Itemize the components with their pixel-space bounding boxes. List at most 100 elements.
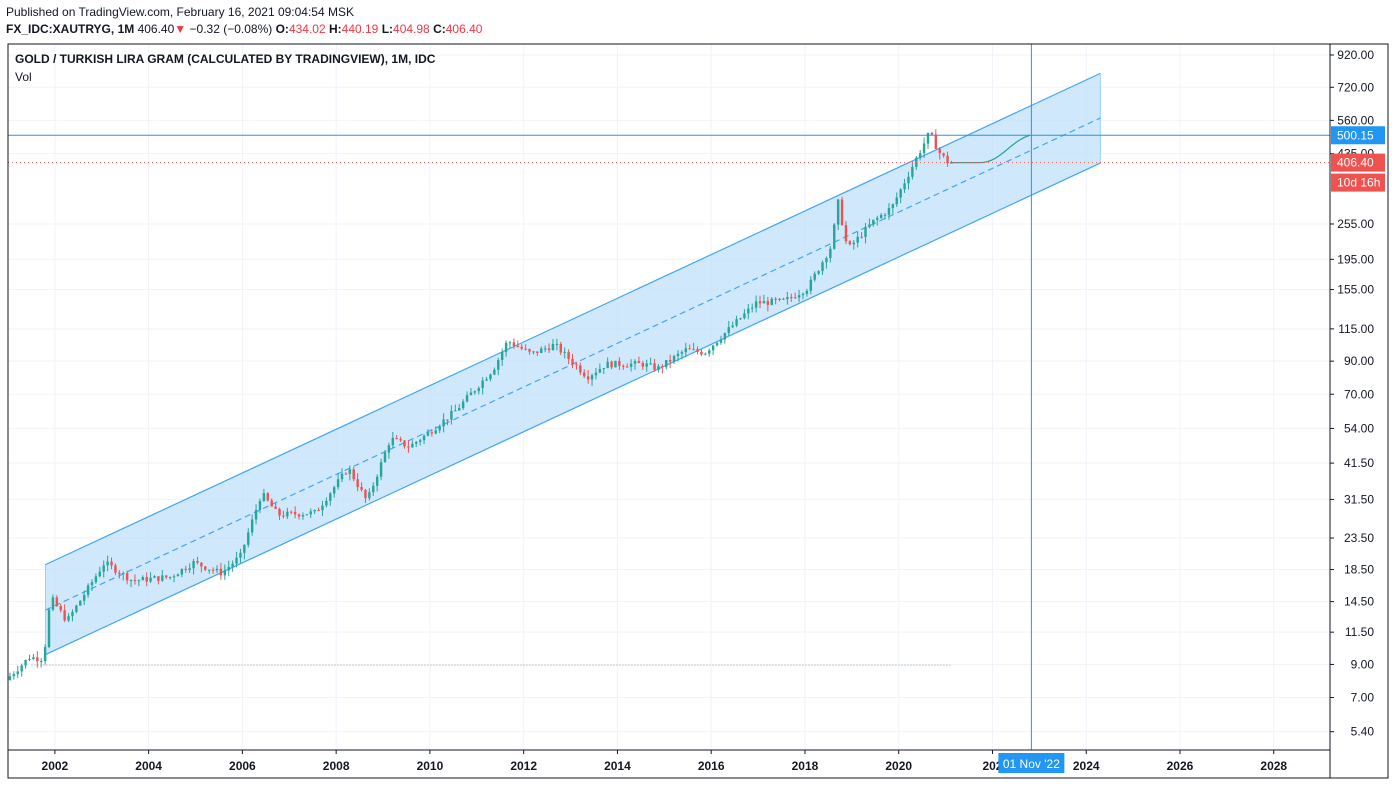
candle-down xyxy=(282,515,285,517)
candle-up xyxy=(864,227,867,237)
x-tick-label: 2016 xyxy=(698,759,725,773)
candle-down xyxy=(860,236,863,238)
candle-down xyxy=(59,605,62,611)
candle-down xyxy=(622,365,625,367)
candle-up xyxy=(899,189,902,198)
candle-up xyxy=(485,379,488,381)
candle-up xyxy=(711,345,715,351)
candle-up xyxy=(161,575,164,581)
y-tick-label: 255.00 xyxy=(1337,217,1374,231)
candle-down xyxy=(110,561,113,566)
candle-up xyxy=(672,356,676,362)
candle-up xyxy=(149,577,152,582)
chart-frame xyxy=(7,43,1389,779)
candle-down xyxy=(63,610,66,621)
candle-up xyxy=(207,569,211,571)
y-tick-label: 31.50 xyxy=(1344,492,1374,506)
candle-up xyxy=(469,392,473,396)
candle-up xyxy=(129,580,133,582)
candle-up xyxy=(387,445,391,453)
y-tick-label: 5.40 xyxy=(1351,725,1375,739)
candle-up xyxy=(28,659,31,661)
candle-up xyxy=(723,333,727,340)
candle-down xyxy=(661,366,664,368)
candle-up xyxy=(442,419,445,427)
candle-up xyxy=(649,363,652,365)
candle-up xyxy=(821,262,824,272)
candle-up xyxy=(372,485,375,493)
candle-up xyxy=(180,568,184,575)
y-tick-label: 54.00 xyxy=(1344,421,1374,435)
candle-up xyxy=(594,372,598,376)
x-tick-label: 2014 xyxy=(604,759,631,773)
x-tick-label: 2004 xyxy=(135,759,162,773)
candle-down xyxy=(840,199,844,226)
candle-down xyxy=(571,358,574,365)
candle-up xyxy=(336,479,340,488)
candle-up xyxy=(258,500,262,510)
candle-down xyxy=(270,500,273,507)
volume-label[interactable]: Vol xyxy=(15,70,32,84)
candle-up xyxy=(602,368,605,370)
x-tick-label: 2006 xyxy=(229,759,256,773)
candle-down xyxy=(934,134,938,149)
high-label: H: xyxy=(328,22,342,36)
candle-down xyxy=(446,419,449,421)
candle-up xyxy=(907,176,910,184)
candle-up xyxy=(743,313,746,319)
candle-down xyxy=(364,489,367,499)
candle-up xyxy=(590,375,594,380)
x-tick-label: 2024 xyxy=(1073,759,1100,773)
last-price: 406.40 xyxy=(137,22,175,36)
x-tick-label: 2028 xyxy=(1260,759,1287,773)
candle-down xyxy=(774,298,777,300)
x-tick-label: 2002 xyxy=(42,759,69,773)
y-tick-label: 23.50 xyxy=(1344,531,1374,545)
candle-up xyxy=(176,574,180,577)
candle-up xyxy=(98,571,102,577)
last-price-label-bg xyxy=(1331,153,1385,172)
y-tick-label: 920.00 xyxy=(1337,48,1374,62)
candle-up xyxy=(235,557,238,564)
candle-up xyxy=(383,452,387,463)
candle-down xyxy=(946,155,949,164)
candle-up xyxy=(551,343,555,351)
candle-up xyxy=(872,219,875,225)
candle-down xyxy=(782,298,785,300)
candle-up xyxy=(731,325,734,328)
candle-down xyxy=(133,580,137,582)
candle-up xyxy=(168,576,172,578)
candle-up xyxy=(747,308,750,314)
candle-up xyxy=(918,153,922,158)
candle-up xyxy=(879,214,883,218)
y-tick-label: 90.00 xyxy=(1344,354,1374,368)
candle-up xyxy=(47,609,51,648)
candle-down xyxy=(512,342,516,346)
candle-up xyxy=(368,492,371,499)
candle-down xyxy=(700,351,703,355)
candle-up xyxy=(215,568,219,571)
crosshair-time-label-bg xyxy=(998,753,1065,773)
y-tick-label: 11.50 xyxy=(1345,625,1374,639)
candle-up xyxy=(192,561,195,569)
candle-down xyxy=(200,562,203,567)
candle-down xyxy=(356,479,359,488)
candle-up xyxy=(458,408,461,411)
candle-up xyxy=(829,248,832,259)
candle-up xyxy=(243,544,246,553)
candle-down xyxy=(395,437,398,439)
candle-up xyxy=(301,515,305,517)
ohlc-row: FX_IDC:XAUTRYG, 1M 406.40▼ −0.32 (−0.08%… xyxy=(6,21,482,38)
candle-up xyxy=(657,366,660,370)
y-tick-label: 155.00 xyxy=(1337,283,1374,297)
candle-down xyxy=(125,573,129,581)
candles-group xyxy=(8,129,953,681)
candle-up xyxy=(481,380,484,389)
candle-up xyxy=(16,671,19,675)
low-label: L: xyxy=(381,22,394,36)
symbol-label[interactable]: FX_IDC:XAUTRYG, 1M xyxy=(6,22,135,36)
candle-up xyxy=(708,350,711,354)
candle-down xyxy=(610,361,613,368)
candle-up xyxy=(391,437,395,446)
